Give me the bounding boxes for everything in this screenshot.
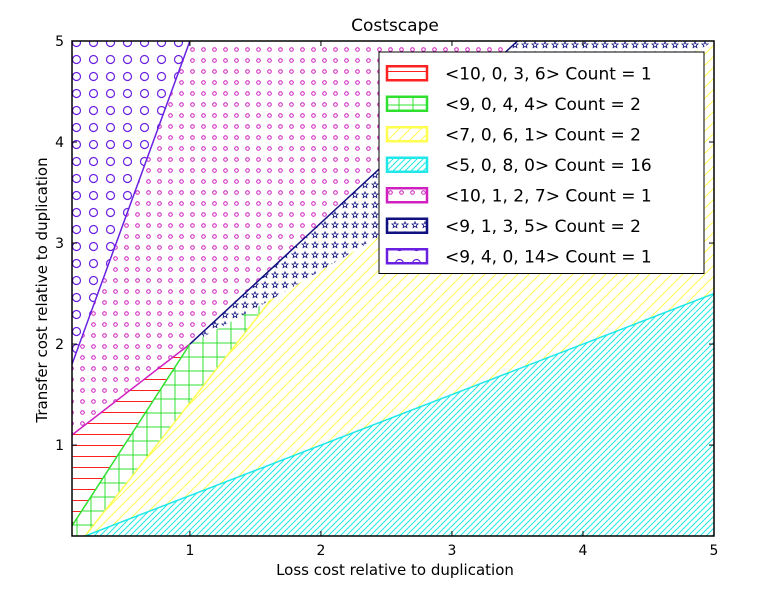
legend-entry-4: <5, 0, 8, 0> Count = 16 — [445, 156, 652, 176]
legend-entry-1: <10, 0, 3, 6> Count = 1 — [445, 64, 652, 84]
legend-entry-3: <7, 0, 6, 1> Count = 2 — [445, 125, 641, 145]
x-tick-label: 5 — [710, 543, 719, 559]
legend-swatch-1 — [385, 65, 429, 82]
legend-swatch-4 — [385, 156, 429, 173]
chart-title: Costscape — [351, 16, 439, 36]
legend-swatch-2 — [385, 95, 429, 112]
x-tick-label: 1 — [185, 543, 194, 559]
boundary-line-6 — [72, 41, 191, 365]
legend-entry-6: <9, 1, 3, 5> Count = 2 — [445, 217, 641, 237]
legend-entry-5: <10, 1, 2, 7> Count = 1 — [445, 186, 652, 206]
legend-entry-7: <9, 4, 0, 14> Count = 1 — [445, 247, 652, 267]
x-tick-label: 4 — [579, 543, 588, 559]
x-tick-label: 2 — [316, 543, 325, 559]
boundary-line-1 — [72, 343, 191, 436]
y-tick-label: 3 — [55, 236, 64, 252]
legend: <10, 0, 3, 6> Count = 1 <9, 0, 4, 4> Coun… — [378, 51, 705, 274]
plot-frame — [71, 40, 715, 537]
boundary-line-2 — [72, 343, 191, 527]
y-tick-label: 2 — [55, 337, 64, 353]
y-tick-label: 5 — [55, 34, 64, 50]
x-axis-label: Loss cost relative to duplication — [276, 561, 514, 579]
region-2 — [72, 299, 272, 536]
region-1 — [72, 344, 190, 536]
y-tick-label: 1 — [55, 438, 64, 454]
x-tick-label: 3 — [447, 543, 456, 559]
legend-box — [378, 51, 705, 274]
legend-swatch-3 — [385, 126, 429, 143]
legend-entry-2: <9, 0, 4, 4> Count = 2 — [445, 95, 641, 115]
boundary-line-4 — [84, 292, 714, 536]
y-axis-label: Transfer cost relative to duplication — [33, 157, 51, 423]
legend-swatch-5 — [385, 187, 429, 204]
y-tick-label: 4 — [55, 135, 64, 151]
legend-swatch-6 — [385, 217, 429, 234]
boundary-line-3 — [84, 299, 272, 536]
ticks-layer: 1 2 3 4 5 1 2 3 4 5 — [55, 34, 718, 559]
legend-swatch-7 — [385, 248, 429, 265]
